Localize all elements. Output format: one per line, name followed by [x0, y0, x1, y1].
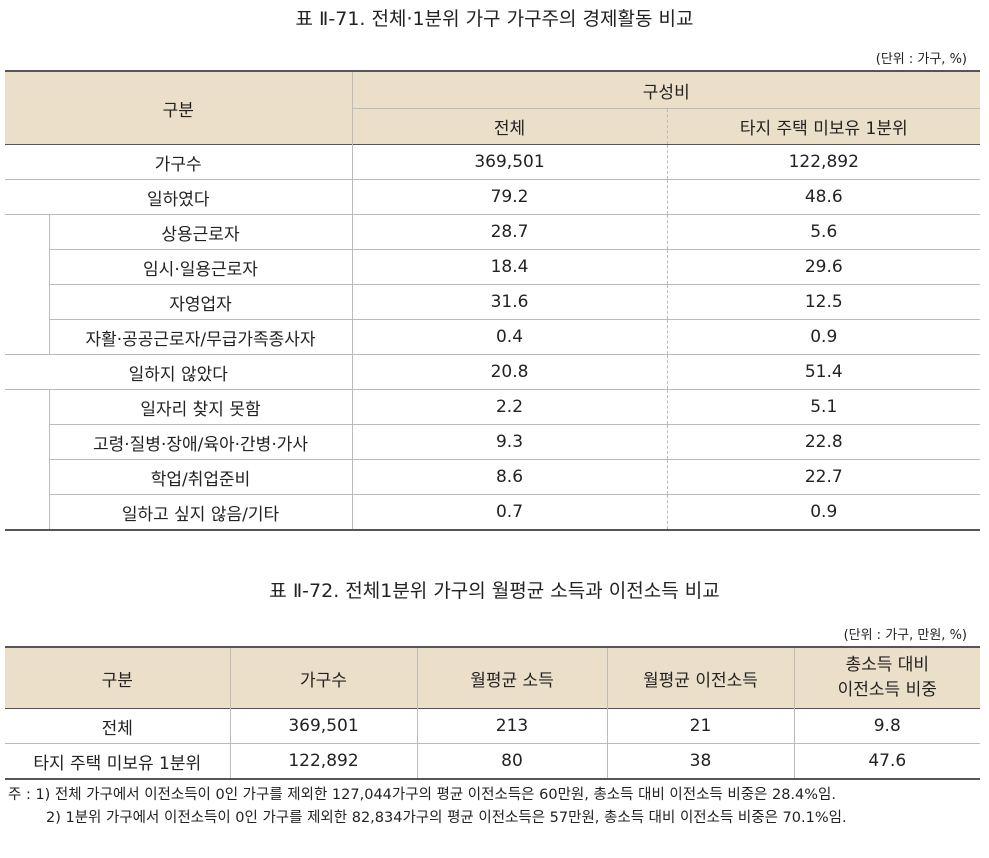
- cell-transfer: 21: [607, 708, 795, 744]
- table2-title: 표 Ⅱ-72. 전체1분위 가구의 월평균 소득과 이전소득 비교: [269, 580, 720, 602]
- cell-all: 8.6: [352, 459, 668, 495]
- cell-all: 0.7: [352, 494, 668, 530]
- note-2: 2) 1분위 가구에서 이전소득이 0인 가구를 제외한 82,834가구의 평…: [46, 810, 847, 826]
- table2-header-transfer: 월평균 이전소득: [607, 647, 795, 709]
- table-row: 일자리 찾지 못함 2.2 5.1: [5, 389, 981, 530]
- cell-all: 20.8: [352, 354, 668, 390]
- row-label: 임시·일용근로자: [49, 249, 353, 285]
- table-row: 임시·일용근로자 18.4 29.6: [5, 249, 981, 285]
- row-label: 상용근로자: [49, 214, 353, 250]
- row-label: 전체: [5, 708, 231, 744]
- table-row: 상용근로자 28.7 5.6: [5, 214, 981, 355]
- table-row: 자영업자 31.6 12.5: [5, 284, 981, 320]
- row-label: 일자리 찾지 못함: [49, 389, 353, 425]
- indent-cell: [5, 389, 50, 530]
- cell-q1: 51.4: [804, 362, 843, 382]
- table1-header-category: 구분: [5, 71, 353, 145]
- cell-income: 213: [417, 708, 608, 744]
- table2-header-category: 구분: [5, 647, 231, 709]
- row-label: 학업/취업준비: [49, 459, 353, 495]
- row-label: 고령·질병·장애/육아·간병·가사: [49, 424, 353, 460]
- cell-ratio: 47.6: [868, 751, 907, 771]
- cell-q1: 5.1: [810, 397, 838, 417]
- cell-households: 122,892: [230, 743, 418, 779]
- table1-title: 표 Ⅱ-71. 전체·1분위 가구 가구주의 경제활동 비교: [295, 8, 694, 30]
- cell-all: 369,501: [352, 144, 668, 180]
- table-row: 학업/취업준비 8.6 22.7: [5, 459, 981, 495]
- row-label: 일하고 싶지 않음/기타: [49, 494, 353, 530]
- cell-ratio: 9.8: [873, 716, 901, 736]
- cell-q1: 0.9: [810, 327, 838, 347]
- table1-header-group: 구성비: [352, 71, 981, 109]
- row-label: 가구수: [5, 144, 353, 180]
- row-label: 자활·공공근로자/무급가족종사자: [49, 319, 353, 355]
- row-label: 타지 주택 미보유 1분위: [5, 743, 231, 779]
- table2-header-households: 가구수: [230, 647, 418, 709]
- cell-q1: 29.6: [804, 257, 843, 277]
- cell-income: 80: [417, 743, 608, 779]
- table1-header-q1: 타지 주택 미보유 1분위: [739, 119, 908, 139]
- cell-households: 369,501: [230, 708, 418, 744]
- cell-q1: 0.9: [810, 502, 838, 522]
- note-1: 주 : 1) 전체 가구에서 이전소득이 0인 가구를 제외한 127,044가…: [8, 787, 836, 803]
- cell-all: 9.3: [352, 424, 668, 460]
- cell-q1: 48.6: [804, 187, 843, 207]
- cell-all: 0.4: [352, 319, 668, 355]
- cell-all: 79.2: [352, 179, 668, 215]
- table-row: 가구수 369,501 122,892: [5, 144, 981, 180]
- table-row: 일하지 않았다 20.8 51.4: [5, 354, 981, 390]
- table2-notes: 주 : 1) 전체 가구에서 이전소득이 0인 가구를 제외한 127,044가…: [8, 784, 847, 830]
- table-row: 일하고 싶지 않음/기타 0.7 0.9: [5, 494, 981, 530]
- cell-q1: 5.6: [810, 222, 838, 242]
- table2-header-income: 월평균 소득: [417, 647, 608, 709]
- table2-header-ratio-line2: 이전소득 비중: [837, 680, 937, 700]
- table1-header-all: 전체: [352, 108, 668, 145]
- table2-header-ratio: 총소득 대비 이전소득 비중: [794, 647, 980, 709]
- table-row: 일하였다 79.2 48.6: [5, 179, 981, 215]
- cell-q1: 12.5: [804, 292, 843, 312]
- table-row: 자활·공공근로자/무급가족종사자 0.4 0.9: [5, 319, 981, 355]
- table-row: 고령·질병·장애/육아·간병·가사 9.3 22.8: [5, 424, 981, 460]
- cell-q1: 22.8: [804, 432, 843, 452]
- cell-all: 18.4: [352, 249, 668, 285]
- cell-transfer: 38: [607, 743, 795, 779]
- row-label: 자영업자: [49, 284, 353, 320]
- cell-all: 28.7: [352, 214, 668, 250]
- table2: 구분 가구수 월평균 소득 월평균 이전소득 총소득 대비 이전소득 비중 전체…: [5, 646, 980, 780]
- cell-all: 31.6: [352, 284, 668, 320]
- cell-q1: 22.7: [804, 467, 843, 487]
- table-row: 타지 주택 미보유 1분위 122,892 80 38 47.6: [5, 743, 980, 779]
- table1: 구분 구성비 전체 타지 주택 미보유 1분위 가구수 369,501 122,…: [5, 70, 981, 531]
- indent-cell: [5, 214, 50, 355]
- table2-header-ratio-line1: 총소득 대비: [845, 655, 930, 675]
- table1-unit: (단위 : 가구, %): [875, 52, 967, 67]
- table2-unit: (단위 : 가구, 만원, %): [843, 628, 967, 643]
- table-row: 전체 369,501 213 21 9.8: [5, 708, 980, 744]
- cell-q1: 122,892: [788, 152, 859, 172]
- cell-all: 2.2: [352, 389, 668, 425]
- row-label: 일하였다: [5, 179, 353, 215]
- row-label: 일하지 않았다: [5, 354, 353, 390]
